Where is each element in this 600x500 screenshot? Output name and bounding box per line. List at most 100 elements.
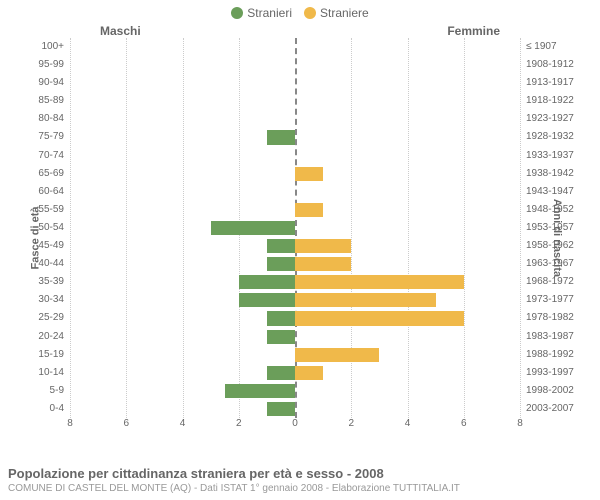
age-label: 45-49 xyxy=(22,237,64,255)
bar-female xyxy=(295,366,323,380)
x-tick-label: 4 xyxy=(180,418,186,429)
bar-row: 45-491958-1962 xyxy=(70,237,520,255)
x-tick-label: 8 xyxy=(517,418,523,429)
birth-label: 1948-1952 xyxy=(526,201,586,219)
age-label: 55-59 xyxy=(22,201,64,219)
bar-rows: 100+≤ 190795-991908-191290-941913-191785… xyxy=(70,38,520,418)
chart-container: Stranieri Straniere Maschi Femmine Fasce… xyxy=(0,0,600,500)
legend-label-male: Stranieri xyxy=(247,6,292,20)
legend-item-female: Straniere xyxy=(304,6,369,20)
chart-footer: Popolazione per cittadinanza straniera p… xyxy=(8,466,460,494)
legend-item-male: Stranieri xyxy=(231,6,292,20)
bar-row: 25-291978-1982 xyxy=(70,309,520,327)
bar-row: 50-541953-1957 xyxy=(70,219,520,237)
birth-label: 1988-1992 xyxy=(526,346,586,364)
age-label: 25-29 xyxy=(22,309,64,327)
bar-row: 55-591948-1952 xyxy=(70,201,520,219)
birth-label: 1918-1922 xyxy=(526,92,586,110)
bar-row: 75-791928-1932 xyxy=(70,128,520,146)
bar-row: 35-391968-1972 xyxy=(70,273,520,291)
bar-row: 40-441963-1967 xyxy=(70,255,520,273)
bar-row: 5-91998-2002 xyxy=(70,382,520,400)
bar-male xyxy=(225,384,295,398)
age-label: 65-69 xyxy=(22,165,64,183)
chart-subtitle: COMUNE DI CASTEL DEL MONTE (AQ) - Dati I… xyxy=(8,483,460,494)
bar-row: 100+≤ 1907 xyxy=(70,38,520,56)
birth-label: 1983-1987 xyxy=(526,328,586,346)
header-left: Maschi xyxy=(100,24,141,38)
age-label: 20-24 xyxy=(22,328,64,346)
gridline xyxy=(520,38,521,418)
birth-label: 1938-1942 xyxy=(526,165,586,183)
birth-label: 1933-1937 xyxy=(526,147,586,165)
birth-label: 2003-2007 xyxy=(526,400,586,418)
bar-male xyxy=(267,366,295,380)
bar-row: 0-42003-2007 xyxy=(70,400,520,418)
plot-area: Fasce di età Anni di nascita 100+≤ 19079… xyxy=(0,38,600,438)
bar-row: 80-841923-1927 xyxy=(70,110,520,128)
x-tick-label: 0 xyxy=(292,418,298,429)
bar-male xyxy=(267,257,295,271)
age-label: 35-39 xyxy=(22,273,64,291)
birth-label: 1913-1917 xyxy=(526,74,586,92)
x-axis: 864202468 xyxy=(70,418,520,438)
legend-swatch-female xyxy=(304,7,316,19)
bar-male xyxy=(267,402,295,416)
x-tick-label: 6 xyxy=(123,418,129,429)
legend-swatch-male xyxy=(231,7,243,19)
bar-row: 20-241983-1987 xyxy=(70,328,520,346)
age-label: 10-14 xyxy=(22,364,64,382)
birth-label: 1993-1997 xyxy=(526,364,586,382)
bar-row: 65-691938-1942 xyxy=(70,165,520,183)
legend-label-female: Straniere xyxy=(320,6,369,20)
age-label: 85-89 xyxy=(22,92,64,110)
bar-female xyxy=(295,275,464,289)
bar-row: 70-741933-1937 xyxy=(70,147,520,165)
bar-row: 15-191988-1992 xyxy=(70,346,520,364)
birth-label: 1973-1977 xyxy=(526,291,586,309)
birth-label: ≤ 1907 xyxy=(526,38,586,56)
age-label: 70-74 xyxy=(22,147,64,165)
bar-row: 95-991908-1912 xyxy=(70,56,520,74)
birth-label: 1943-1947 xyxy=(526,183,586,201)
birth-label: 1978-1982 xyxy=(526,309,586,327)
bar-row: 10-141993-1997 xyxy=(70,364,520,382)
age-label: 90-94 xyxy=(22,74,64,92)
age-label: 0-4 xyxy=(22,400,64,418)
header-right: Femmine xyxy=(447,24,500,38)
birth-label: 1908-1912 xyxy=(526,56,586,74)
bar-row: 60-641943-1947 xyxy=(70,183,520,201)
age-label: 40-44 xyxy=(22,255,64,273)
bar-row: 90-941913-1917 xyxy=(70,74,520,92)
bar-female xyxy=(295,239,351,253)
age-label: 95-99 xyxy=(22,56,64,74)
age-label: 5-9 xyxy=(22,382,64,400)
age-label: 100+ xyxy=(22,38,64,56)
column-headers: Maschi Femmine xyxy=(0,24,600,38)
bar-male xyxy=(267,330,295,344)
age-label: 50-54 xyxy=(22,219,64,237)
x-tick-label: 8 xyxy=(67,418,73,429)
birth-label: 1953-1957 xyxy=(526,219,586,237)
bar-male xyxy=(267,130,295,144)
birth-label: 1998-2002 xyxy=(526,382,586,400)
age-label: 15-19 xyxy=(22,346,64,364)
birth-label: 1928-1932 xyxy=(526,128,586,146)
x-tick-label: 2 xyxy=(348,418,354,429)
bar-male xyxy=(239,275,295,289)
legend: Stranieri Straniere xyxy=(0,0,600,20)
bar-male xyxy=(211,221,295,235)
bar-female xyxy=(295,311,464,325)
age-label: 80-84 xyxy=(22,110,64,128)
x-tick-label: 2 xyxy=(236,418,242,429)
x-tick-label: 4 xyxy=(405,418,411,429)
birth-label: 1923-1927 xyxy=(526,110,586,128)
birth-label: 1958-1962 xyxy=(526,237,586,255)
bar-male xyxy=(267,239,295,253)
birth-label: 1963-1967 xyxy=(526,255,586,273)
age-label: 75-79 xyxy=(22,128,64,146)
chart-title: Popolazione per cittadinanza straniera p… xyxy=(8,466,460,481)
age-label: 30-34 xyxy=(22,291,64,309)
bar-female xyxy=(295,348,379,362)
bar-female xyxy=(295,203,323,217)
